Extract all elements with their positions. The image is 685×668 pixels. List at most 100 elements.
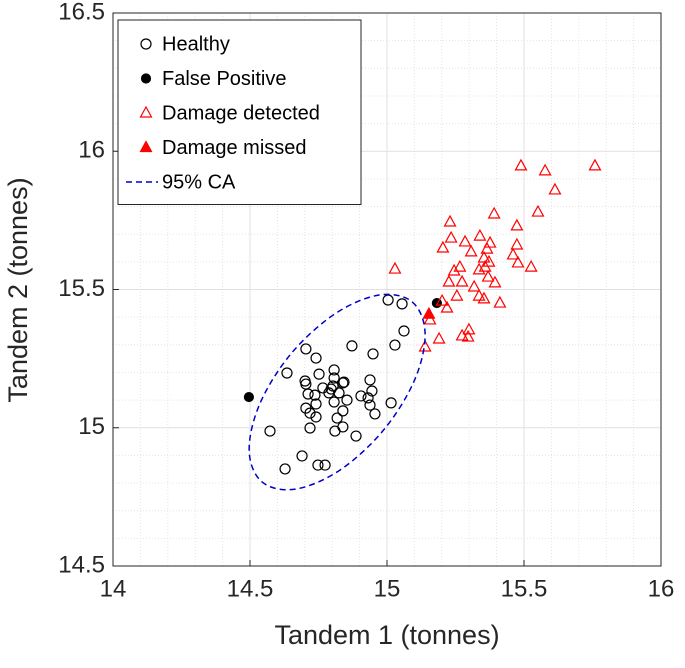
point [385, 397, 397, 409]
legend-swatch [139, 140, 153, 153]
point [483, 235, 497, 248]
y-axis-label: Tandem 2 (tonnes) [3, 177, 33, 402]
legend-swatch [140, 38, 152, 50]
point [369, 408, 381, 420]
point [458, 234, 472, 247]
point [531, 204, 545, 217]
point [455, 328, 469, 341]
point [435, 293, 449, 306]
point [524, 259, 538, 272]
point [398, 325, 410, 337]
point [510, 218, 524, 231]
y-tick-label: 16 [78, 137, 105, 164]
point [281, 367, 293, 379]
point [506, 247, 520, 260]
point [482, 254, 496, 267]
legend-label: Healthy [162, 33, 230, 55]
point [296, 450, 308, 462]
point [447, 263, 461, 276]
y-tick-label: 14.5 [58, 551, 105, 578]
point [440, 300, 454, 313]
point [310, 352, 322, 364]
point [328, 396, 340, 408]
point [455, 274, 469, 287]
point [538, 163, 552, 176]
confidence-ellipse [248, 293, 426, 491]
point [488, 275, 502, 288]
point [264, 425, 276, 437]
point [450, 288, 464, 301]
point [279, 463, 291, 475]
legend-swatch [140, 73, 152, 84]
legend: Healthy False Positive Damage detected Dama… [117, 19, 362, 205]
point [364, 399, 376, 411]
point [443, 214, 457, 227]
x-axis-label: Tandem 1 (tonnes) [274, 620, 499, 650]
point [337, 377, 349, 389]
point [312, 459, 324, 471]
point [480, 241, 494, 254]
point [362, 392, 374, 404]
point [319, 459, 331, 471]
legend-label: Damage missed [162, 137, 307, 159]
legend-box [117, 19, 362, 205]
point [467, 279, 481, 292]
point [302, 388, 314, 400]
point [477, 291, 491, 304]
x-tick-label: 15.5 [501, 575, 548, 602]
point [313, 368, 325, 380]
y-tick-label: 15 [78, 413, 105, 440]
point [472, 288, 486, 301]
point [341, 394, 353, 406]
point [444, 230, 458, 243]
plot-frame [112, 12, 662, 567]
point [328, 372, 340, 384]
legend-label: False Positive [162, 68, 287, 90]
point [461, 329, 475, 342]
point [309, 389, 321, 401]
point [423, 312, 437, 325]
point [514, 158, 528, 171]
x-tick-label: 16 [648, 575, 675, 602]
point [355, 390, 367, 402]
point [478, 259, 492, 272]
point [481, 269, 495, 282]
y-tick-label: 16.5 [58, 0, 105, 25]
point [453, 259, 467, 272]
point [304, 407, 316, 419]
point [462, 322, 476, 335]
point [388, 261, 402, 274]
point [472, 262, 486, 275]
point [310, 411, 322, 423]
point [396, 298, 408, 310]
point [350, 430, 362, 442]
point [382, 294, 394, 306]
point [588, 158, 602, 171]
point [367, 348, 379, 360]
point [364, 374, 376, 386]
point [331, 412, 343, 424]
point [442, 274, 456, 287]
point [432, 331, 446, 344]
point [548, 182, 562, 195]
point [333, 387, 345, 399]
x-tick-label: 14.5 [227, 575, 274, 602]
point [337, 421, 349, 433]
point [511, 255, 525, 268]
point [300, 343, 312, 355]
legend-swatch [139, 105, 153, 118]
point [422, 306, 436, 319]
point [510, 237, 524, 250]
point [493, 295, 507, 308]
point [338, 376, 350, 388]
point [310, 398, 322, 410]
point [389, 339, 401, 351]
point [436, 240, 450, 253]
point [346, 340, 358, 352]
point [464, 244, 478, 257]
point [487, 206, 501, 219]
point [243, 391, 255, 403]
point [473, 228, 487, 241]
point [418, 339, 432, 352]
